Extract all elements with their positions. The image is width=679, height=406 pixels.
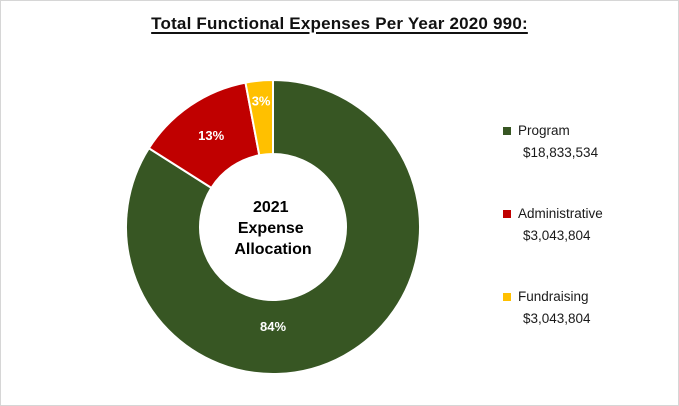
legend-swatch-program [503, 126, 511, 135]
legend-amount-program: $18,833,534 [523, 145, 599, 160]
legend-swatch-fundraising [503, 292, 511, 301]
legend-amount-fundraising: $3,043,804 [523, 311, 591, 326]
donut-slice-program [125, 78, 421, 375]
donut-center-label: 2021 Expense Allocation [234, 199, 311, 258]
center-label-line-1: 2021 [253, 199, 289, 216]
legend-item-administrative: Administrative $3,043,804 [503, 206, 603, 243]
legend-swatch-administrative [503, 209, 511, 218]
chart-title: Total Functional Expenses Per Year 2020 … [1, 14, 678, 34]
legend-label-program: Program [518, 123, 570, 138]
center-label-line-2: Expense [238, 220, 304, 237]
legend-label-fundraising: Fundraising [518, 289, 589, 304]
slice-percent-label-program: 84% [260, 319, 286, 334]
slice-percent-label-administrative: 13% [198, 128, 224, 143]
legend-item-fundraising: Fundraising $3,043,804 [503, 289, 603, 326]
legend-label-administrative: Administrative [518, 206, 603, 221]
center-label-line-3: Allocation [234, 241, 311, 258]
slice-percent-label-fundraising: 3% [252, 94, 271, 109]
donut-chart: 84% 13% 3% 2021 Expense Allocation [125, 78, 421, 375]
chart-title-text: Total Functional Expenses Per Year 2020 … [151, 14, 528, 33]
legend-amount-administrative: $3,043,804 [523, 228, 591, 243]
donut-slice-fundraising [244, 78, 274, 157]
legend: Program $18,833,534 Administrative $3,04… [503, 123, 603, 372]
legend-item-program: Program $18,833,534 [503, 123, 603, 160]
